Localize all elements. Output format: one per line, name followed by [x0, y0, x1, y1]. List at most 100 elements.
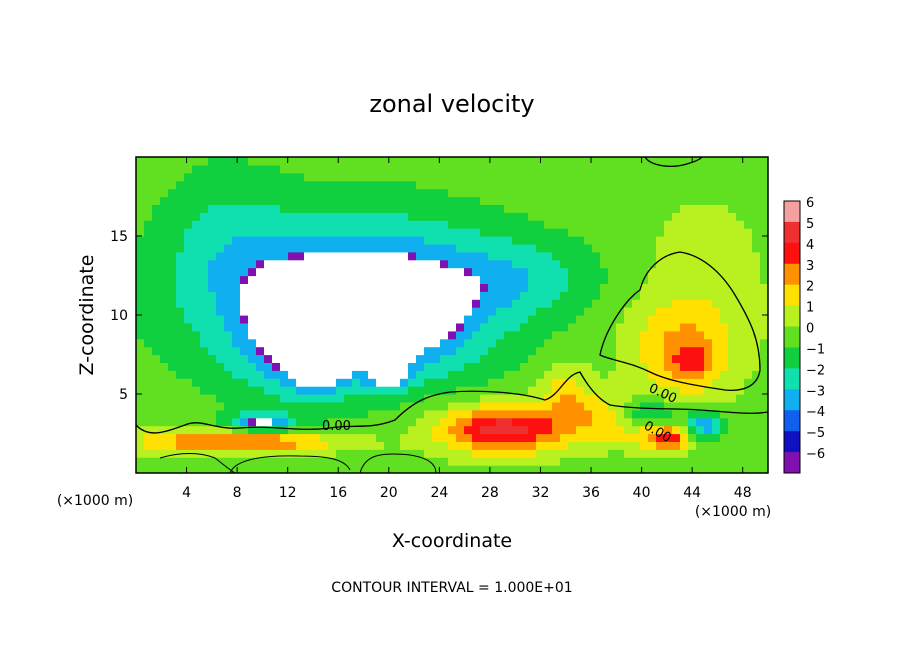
heatmap-cell [520, 172, 529, 182]
heatmap-cell [192, 204, 201, 213]
heatmap-cell [344, 283, 353, 292]
heatmap-cell [704, 172, 713, 182]
heatmap-cell [728, 401, 737, 411]
heatmap-cell [600, 362, 609, 371]
heatmap-cell [192, 188, 201, 198]
heatmap-cell [480, 322, 489, 332]
heatmap-cell [456, 251, 465, 261]
heatmap-cell [136, 196, 145, 205]
heatmap-cell [264, 433, 273, 442]
heatmap-cell [552, 164, 561, 174]
heatmap-cell [136, 370, 145, 379]
heatmap-cell [440, 259, 449, 269]
heatmap-cell [656, 457, 665, 466]
heatmap-cell [552, 315, 561, 324]
heatmap-cell [168, 433, 177, 442]
heatmap-cell [184, 457, 193, 466]
heatmap-cell [288, 259, 297, 269]
heatmap-cell [200, 251, 209, 261]
heatmap-cell [400, 362, 409, 371]
heatmap-cell [544, 354, 553, 363]
heatmap-cell [344, 330, 353, 340]
heatmap-cell [528, 157, 537, 166]
heatmap-cell [424, 236, 433, 245]
heatmap-cell [520, 322, 529, 332]
heatmap-cell [408, 188, 417, 198]
heatmap-cell [608, 370, 617, 379]
heatmap-cell [432, 370, 441, 379]
heatmap-cell [728, 370, 737, 379]
heatmap-cell [184, 267, 193, 277]
heatmap-cell [368, 394, 377, 403]
heatmap-cell [288, 251, 297, 261]
heatmap-cell [472, 386, 481, 395]
heatmap-cell [704, 315, 713, 324]
heatmap-cell [352, 346, 361, 356]
heatmap-cell [152, 394, 161, 403]
heatmap-cell [640, 457, 649, 466]
heatmap-cell [752, 299, 761, 308]
heatmap-cell [472, 362, 481, 371]
heatmap-cell [256, 157, 265, 166]
heatmap-cell [288, 307, 297, 316]
heatmap-cell [616, 267, 625, 277]
heatmap-cell [256, 172, 265, 182]
heatmap-cell [224, 449, 233, 458]
heatmap-cell [440, 307, 449, 316]
heatmap-cell [728, 315, 737, 324]
heatmap-cell [448, 346, 457, 356]
heatmap-cell [184, 283, 193, 292]
heatmap-cell [288, 330, 297, 340]
heatmap-cell [528, 180, 537, 190]
heatmap-cell [256, 370, 265, 379]
heatmap-cell [760, 220, 768, 229]
heatmap-cell [648, 212, 657, 221]
heatmap-cell [512, 220, 521, 229]
colorbar-swatch [784, 326, 800, 348]
heatmap-cell [240, 449, 249, 458]
heatmap-cell [504, 307, 513, 316]
heatmap-cell [336, 259, 345, 269]
heatmap-cell [656, 212, 665, 221]
heatmap-cell [704, 180, 713, 190]
heatmap-cell [432, 291, 441, 300]
heatmap-cell [752, 394, 761, 403]
heatmap-cell [712, 354, 721, 363]
heatmap-cell [592, 275, 601, 284]
heatmap-cell [424, 196, 433, 205]
heatmap-cell [560, 188, 569, 198]
heatmap-cell [760, 378, 768, 387]
heatmap-cell [664, 172, 673, 182]
heatmap-cell [544, 449, 553, 458]
heatmap-cell [272, 378, 281, 387]
heatmap-cell [232, 338, 241, 348]
heatmap-cell [360, 378, 369, 387]
heatmap-cell [280, 275, 289, 284]
heatmap-cell [384, 401, 393, 411]
heatmap-cell [456, 164, 465, 174]
heatmap-cell [696, 346, 705, 356]
heatmap-cell [640, 204, 649, 213]
heatmap-cell [488, 465, 497, 473]
heatmap-cell [352, 196, 361, 205]
heatmap-cell [240, 330, 249, 340]
heatmap-cell [584, 401, 593, 411]
heatmap-cell [520, 465, 529, 473]
heatmap-cell [384, 457, 393, 466]
heatmap-cell [264, 401, 273, 411]
heatmap-cell [280, 322, 289, 332]
heatmap-cell [576, 188, 585, 198]
heatmap-cell [688, 401, 697, 411]
heatmap-cell [304, 291, 313, 300]
heatmap-cell [168, 457, 177, 466]
heatmap-cell [152, 425, 161, 435]
heatmap-cell [440, 362, 449, 371]
heatmap-cell [656, 425, 665, 435]
heatmap-cell [360, 243, 369, 253]
heatmap-cell [288, 275, 297, 284]
heatmap-cell [272, 267, 281, 277]
heatmap-cell [712, 330, 721, 340]
heatmap-cell [528, 307, 537, 316]
heatmap-cell [480, 180, 489, 190]
